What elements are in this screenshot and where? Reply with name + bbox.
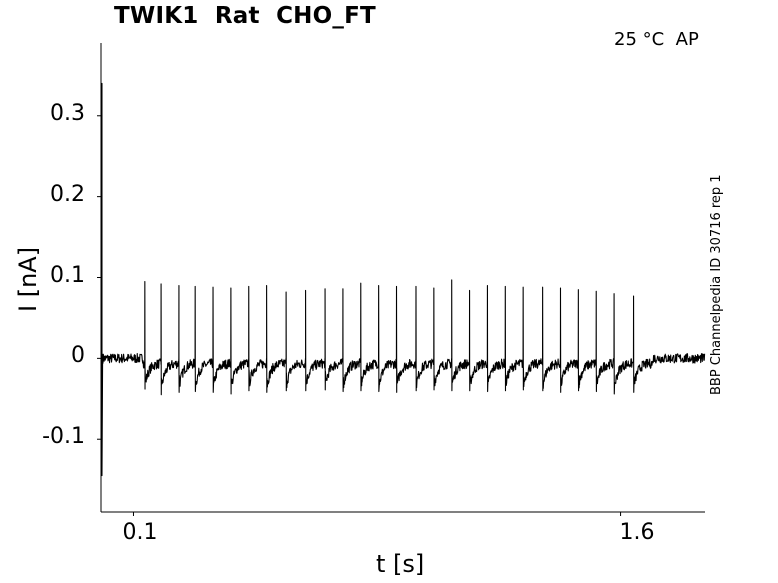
- x-tick-label: 1.6: [619, 520, 655, 545]
- x-axis-label: t [s]: [376, 550, 425, 578]
- y-tick-label: -0.1: [42, 424, 85, 449]
- x-tick-label: 0.1: [122, 520, 158, 545]
- y-tick-label: 0.1: [50, 263, 85, 288]
- channelpedia-id-label: BBP Channelpedia ID 30716 rep 1: [709, 174, 724, 395]
- y-tick-label: 0: [71, 343, 85, 368]
- y-tick-label: 0.3: [50, 101, 85, 126]
- chart-title: TWIK1 Rat CHO_FT: [114, 3, 376, 29]
- current-trace: [101, 82, 706, 477]
- condition-label: 25 °C AP: [614, 29, 699, 50]
- y-tick-label: 0.2: [50, 182, 85, 207]
